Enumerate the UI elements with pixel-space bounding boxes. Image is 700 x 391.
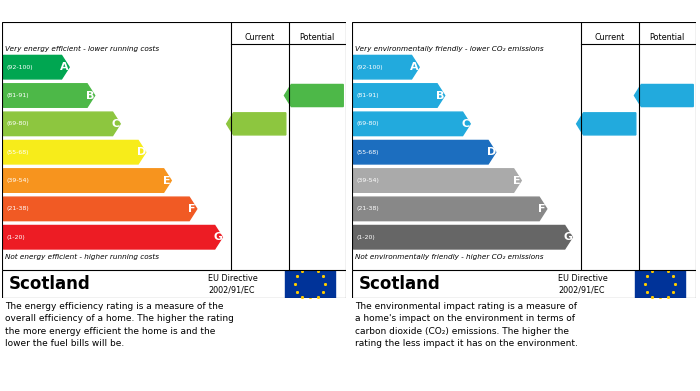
Polygon shape [284,84,343,107]
Text: (81-91): (81-91) [6,93,29,98]
Polygon shape [354,140,496,164]
Text: (1-20): (1-20) [356,235,375,240]
Text: 69: 69 [254,119,268,129]
Text: E: E [163,176,171,186]
Text: Potential: Potential [650,33,685,42]
Text: (92-100): (92-100) [6,65,33,70]
Text: 70: 70 [603,119,618,129]
Text: (55-68): (55-68) [6,150,29,155]
Text: A: A [60,62,69,72]
Text: Very energy efficient - lower running costs: Very energy efficient - lower running co… [6,46,160,52]
Polygon shape [354,112,470,136]
Text: Current: Current [244,33,275,42]
Text: (55-68): (55-68) [356,150,379,155]
Polygon shape [354,56,419,79]
Text: D: D [486,147,496,157]
Text: (39-54): (39-54) [356,178,379,183]
Text: C: C [111,119,120,129]
Text: G: G [214,232,223,242]
Text: Not energy efficient - higher running costs: Not energy efficient - higher running co… [6,254,160,260]
Text: Potential: Potential [300,33,335,42]
Text: B: B [86,90,94,100]
Polygon shape [4,112,120,136]
Text: (21-38): (21-38) [356,206,379,212]
Polygon shape [577,113,636,135]
Text: (69-80): (69-80) [356,121,379,126]
Text: (81-91): (81-91) [356,93,379,98]
Text: (69-80): (69-80) [6,121,29,126]
Text: D: D [136,147,146,157]
Text: Current: Current [594,33,625,42]
Text: The environmental impact rating is a measure of
a home's impact on the environme: The environmental impact rating is a mea… [356,302,578,348]
Bar [285,259,335,309]
Polygon shape [634,84,693,107]
Text: Scotland: Scotland [359,275,440,293]
Text: 86: 86 [312,90,326,100]
Text: C: C [461,119,470,129]
Text: (92-100): (92-100) [356,65,383,70]
Polygon shape [354,197,547,221]
Polygon shape [227,113,286,135]
Polygon shape [354,226,573,249]
Text: F: F [188,204,196,214]
Polygon shape [4,84,94,107]
Text: The energy efficiency rating is a measure of the
overall efficiency of a home. T: The energy efficiency rating is a measur… [6,302,234,348]
Text: Not environmentally friendly - higher CO₂ emissions: Not environmentally friendly - higher CO… [356,254,544,260]
Polygon shape [4,197,197,221]
Text: Energy Efficiency Rating: Energy Efficiency Rating [7,5,169,18]
Text: G: G [564,232,573,242]
Text: F: F [538,204,546,214]
Text: EU Directive
2002/91/EC: EU Directive 2002/91/EC [209,274,258,294]
Text: (1-20): (1-20) [6,235,25,240]
Polygon shape [4,226,223,249]
Polygon shape [4,169,172,192]
Text: 86: 86 [662,90,676,100]
Text: B: B [436,90,445,100]
Text: Scotland: Scotland [9,275,90,293]
Bar [635,259,685,309]
Polygon shape [4,56,69,79]
Polygon shape [4,140,146,164]
Polygon shape [354,84,444,107]
Text: E: E [513,176,521,186]
Text: (39-54): (39-54) [6,178,29,183]
Text: Environmental Impact (CO₂) Rating: Environmental Impact (CO₂) Rating [357,5,589,18]
Polygon shape [354,169,522,192]
Text: Very environmentally friendly - lower CO₂ emissions: Very environmentally friendly - lower CO… [356,46,544,52]
Text: (21-38): (21-38) [6,206,29,212]
Text: EU Directive
2002/91/EC: EU Directive 2002/91/EC [559,274,608,294]
Text: A: A [410,62,419,72]
